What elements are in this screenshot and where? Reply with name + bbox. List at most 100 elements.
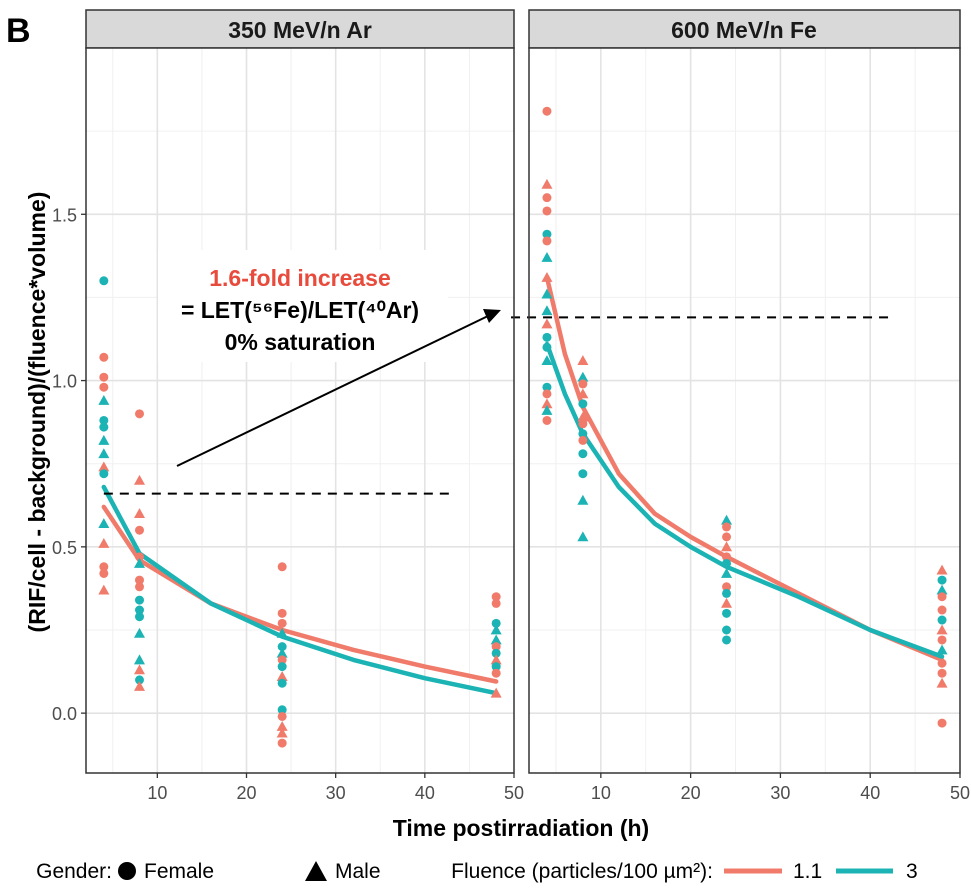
data-point-female — [937, 605, 947, 615]
data-point-male — [936, 624, 948, 635]
data-point-female — [542, 206, 552, 216]
data-point-male — [936, 584, 948, 595]
data-point-female — [491, 668, 501, 678]
x-tick-label: 20 — [681, 783, 701, 803]
data-point-male — [577, 531, 589, 542]
data-point-female — [578, 379, 588, 389]
data-point-female — [722, 588, 732, 598]
legend: Gender: Female Male Fluence (particles/1… — [36, 860, 918, 883]
legend-female-marker — [118, 862, 136, 880]
data-point-female — [542, 236, 552, 246]
data-point-female — [937, 668, 947, 678]
data-point-female — [578, 429, 588, 439]
data-point-male — [98, 538, 110, 548]
panel-border-fe — [528, 47, 961, 774]
data-point-female — [722, 582, 732, 592]
data-point-female — [722, 608, 732, 618]
data-point-female — [722, 522, 732, 532]
data-point-female — [277, 678, 287, 688]
grid-lines — [86, 48, 960, 773]
data-point-female — [937, 575, 947, 585]
data-point-male — [721, 514, 733, 525]
annotation-arrowhead — [483, 309, 501, 323]
data-point-female — [99, 415, 109, 425]
data-point-male — [541, 318, 553, 329]
data-point-female — [491, 648, 501, 658]
data-point-male — [577, 355, 589, 366]
data-point-male — [541, 405, 553, 415]
data-point-male — [490, 634, 502, 645]
data-point-female — [135, 675, 144, 685]
annotation-background — [158, 250, 448, 362]
panel-label: B — [6, 12, 31, 50]
facet-title-fe: 600 MeV/n Fe — [671, 17, 817, 43]
x-tick-label: 10 — [591, 783, 611, 803]
data-point-male — [577, 388, 589, 399]
data-point-female — [937, 592, 947, 602]
x-axis-ticks: 10 20 30 40 50 10 20 30 40 50 — [147, 773, 970, 803]
data-point-female — [542, 106, 552, 116]
panel-background — [529, 48, 960, 773]
data-point-female — [491, 598, 501, 608]
y-axis-ticks: 0.0 0.5 1.0 1.5 — [52, 205, 86, 724]
data-point-male — [936, 677, 948, 688]
data-point-female — [542, 389, 552, 399]
data-point-male — [98, 518, 110, 528]
data-point-female — [277, 618, 287, 628]
x-tick-label: 40 — [860, 783, 880, 803]
data-point-female — [277, 738, 287, 748]
data-point-male — [276, 720, 288, 731]
data-point-female — [99, 352, 109, 362]
x-tick-label: 20 — [236, 783, 256, 803]
data-point-female — [135, 605, 144, 615]
data-point-male — [541, 305, 553, 316]
x-tick-label: 50 — [504, 783, 524, 803]
facet-strip-fe — [528, 9, 961, 49]
data-points — [98, 106, 948, 748]
y-tick-label: 0.0 — [52, 704, 77, 724]
panel-background — [86, 48, 514, 773]
data-point-female — [277, 642, 287, 652]
y-tick-label: 1.0 — [52, 372, 77, 392]
data-point-female — [578, 435, 588, 445]
data-point-male — [936, 644, 948, 655]
data-point-female — [542, 382, 552, 392]
data-point-female — [578, 449, 588, 459]
data-point-female — [542, 342, 552, 352]
data-point-male — [98, 395, 110, 405]
annotation-line-3: 0% saturation — [225, 329, 376, 355]
data-point-male — [276, 627, 288, 638]
facet-title-ar: 350 MeV/n Ar — [228, 17, 372, 43]
legend-gender-title: Gender: — [36, 860, 112, 883]
data-point-female — [542, 193, 552, 203]
data-point-male — [490, 687, 502, 698]
data-point-female — [937, 718, 947, 728]
data-point-male — [541, 178, 553, 189]
data-point-female — [277, 655, 287, 665]
data-point-female — [722, 625, 732, 635]
data-point-female — [277, 662, 287, 672]
data-point-female — [135, 525, 144, 535]
data-point-female — [99, 422, 109, 432]
data-point-male — [541, 355, 553, 366]
data-point-female — [135, 409, 144, 419]
data-point-female — [722, 552, 732, 562]
data-point-male — [541, 398, 553, 409]
data-point-female — [491, 642, 501, 652]
data-point-female — [542, 415, 552, 425]
data-point-male — [134, 508, 145, 518]
data-point-female — [542, 332, 552, 342]
data-point-female — [99, 276, 109, 286]
data-point-male — [276, 727, 288, 738]
legend-fluence-title: Fluence (particles/100 µm²): — [451, 860, 713, 883]
data-point-female — [578, 399, 588, 409]
data-point-female — [135, 612, 144, 622]
data-point-male — [134, 654, 145, 665]
data-point-female — [937, 615, 947, 625]
data-point-female — [722, 635, 732, 645]
data-point-male — [98, 584, 110, 595]
data-point-male — [541, 288, 553, 299]
data-point-female — [135, 595, 144, 605]
x-tick-label: 50 — [950, 783, 970, 803]
